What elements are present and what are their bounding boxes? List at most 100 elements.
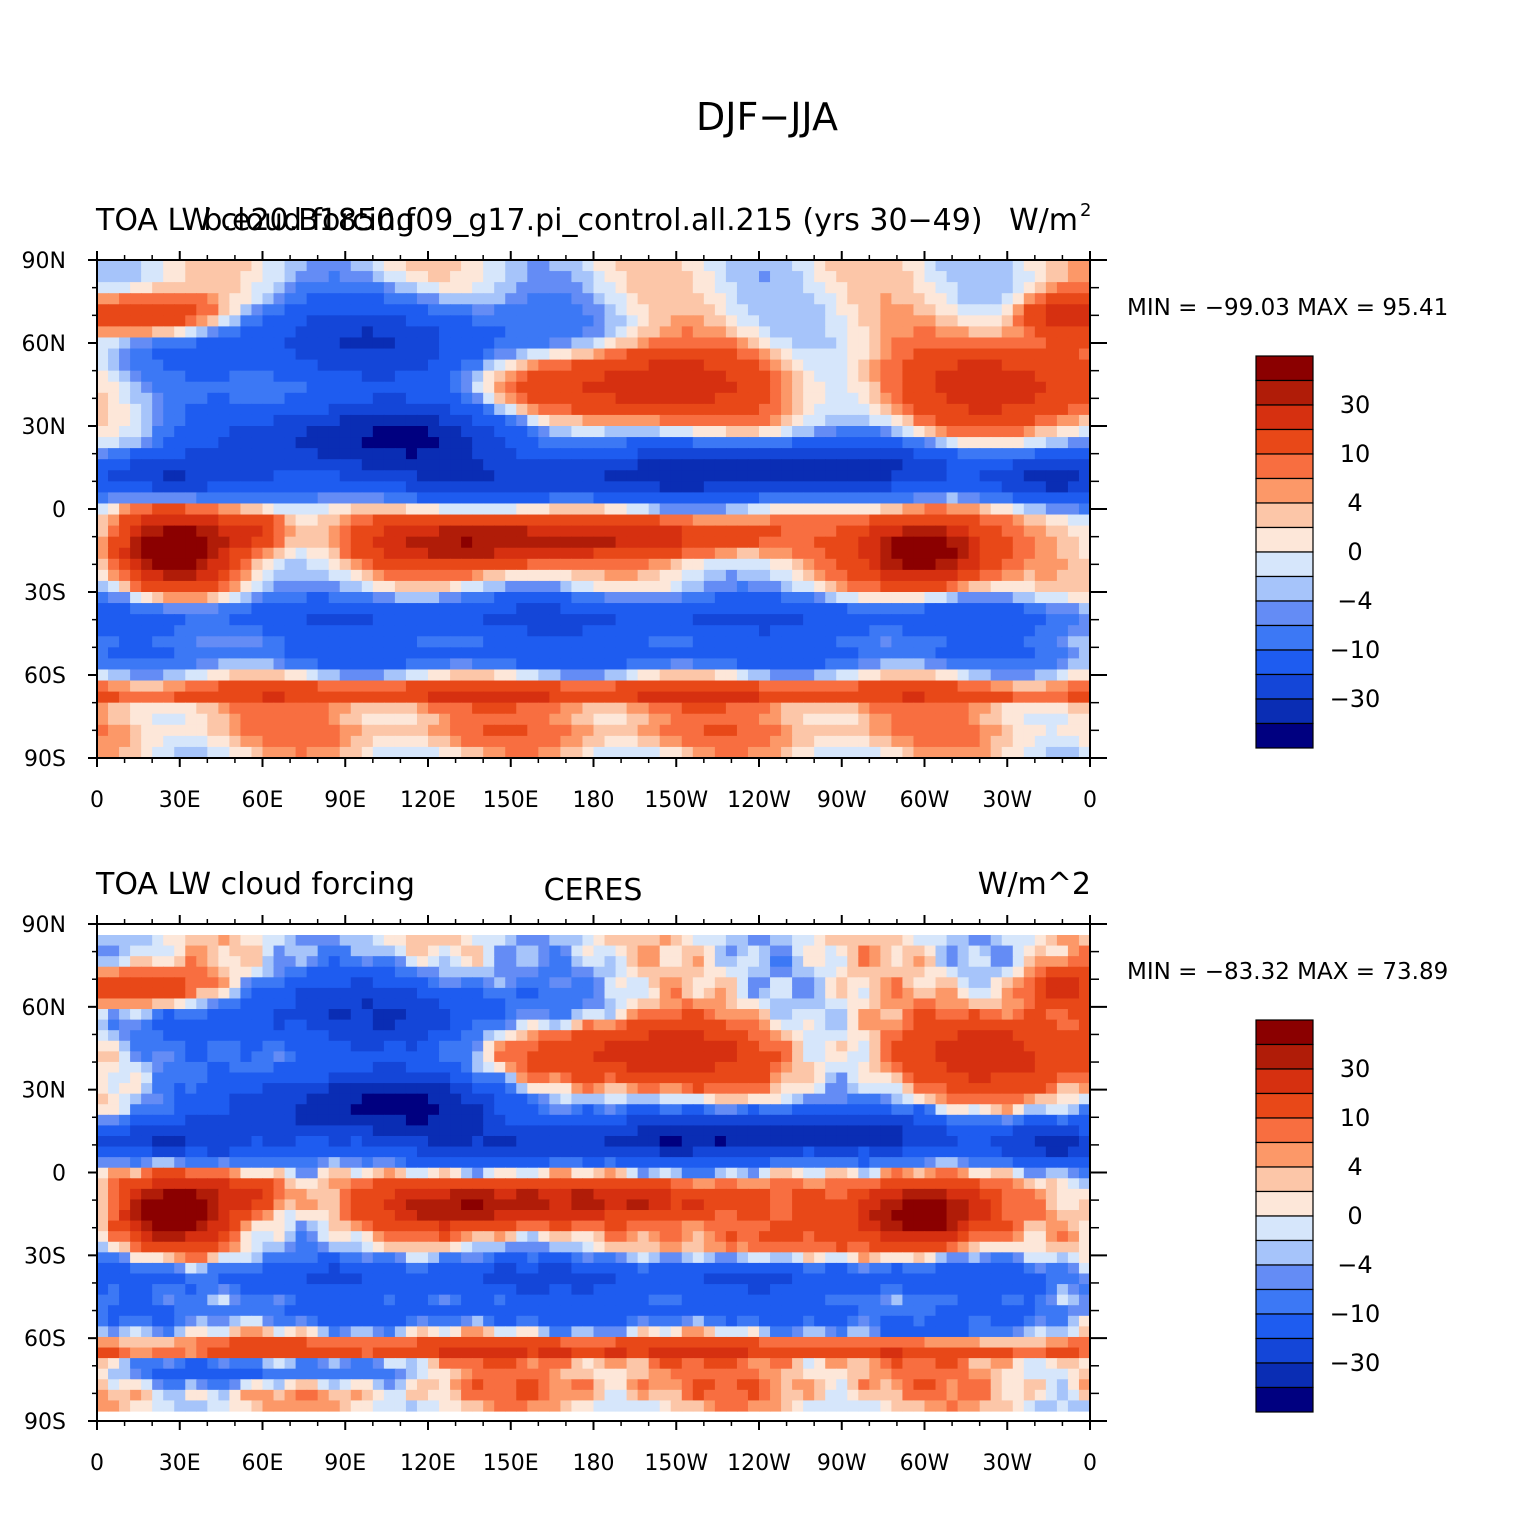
field-cell <box>229 998 242 1010</box>
field-cell <box>1056 658 1069 671</box>
field-cell <box>825 691 837 704</box>
field-cell <box>339 935 352 947</box>
field-cell <box>196 945 208 957</box>
field-cell <box>869 614 881 626</box>
colorbar-swatch <box>1255 722 1314 749</box>
field-cell <box>240 448 253 460</box>
field-cell <box>747 426 760 438</box>
field-cell <box>450 592 462 604</box>
field-cell <box>361 724 374 737</box>
field-cell <box>218 966 230 978</box>
field-cell <box>935 977 948 989</box>
field-cell <box>714 514 727 527</box>
field-cell <box>196 592 208 604</box>
field-cell <box>747 326 760 339</box>
field-cell <box>692 569 705 582</box>
field-cell <box>615 348 628 361</box>
field-cell <box>185 293 197 305</box>
field-cell <box>119 293 131 305</box>
field-cell <box>703 326 716 339</box>
field-cell <box>946 547 959 560</box>
field-cell <box>847 592 859 604</box>
field-cell <box>781 658 793 671</box>
field-cell <box>251 558 264 571</box>
field-cell <box>814 470 826 482</box>
field-cell <box>494 680 506 693</box>
field-cell <box>847 525 859 538</box>
field-cell <box>1067 392 1080 405</box>
field-cell <box>891 481 904 493</box>
field-cell <box>825 525 837 538</box>
field-cell <box>637 987 650 1000</box>
field-cell <box>814 592 826 604</box>
field-cell <box>648 625 661 637</box>
field-cell <box>637 536 650 549</box>
field-cell <box>714 1009 727 1021</box>
field-cell <box>251 448 264 460</box>
field-cell <box>251 337 264 350</box>
field-cell <box>924 966 937 978</box>
field-cell <box>1045 603 1058 615</box>
field-cell <box>494 359 506 372</box>
field-cell <box>196 503 208 516</box>
field-cell <box>803 370 815 383</box>
field-cell <box>1078 337 1091 350</box>
field-cell <box>703 304 716 316</box>
field-cell <box>152 481 164 493</box>
field-cell <box>714 702 727 715</box>
field-cell <box>1078 945 1091 957</box>
field-cell <box>494 724 506 737</box>
field-cell <box>703 359 716 372</box>
field-cell <box>262 260 275 272</box>
field-cell <box>615 658 628 671</box>
field-cell <box>163 558 175 571</box>
field-cell <box>814 282 826 294</box>
field-cell <box>108 625 120 637</box>
field-cell <box>626 426 639 438</box>
field-cell <box>759 547 771 560</box>
field-cell <box>615 966 628 978</box>
field-cell <box>637 702 650 715</box>
field-cell <box>108 503 120 516</box>
field-cell <box>935 414 948 427</box>
field-cell <box>119 459 131 471</box>
field-cell <box>428 636 440 648</box>
field-cell <box>1001 680 1014 693</box>
field-cell <box>439 392 451 405</box>
field-cell <box>681 315 694 327</box>
field-cell <box>747 702 760 715</box>
field-cell <box>494 304 506 316</box>
field-cell <box>637 492 650 505</box>
field-cell <box>604 547 617 560</box>
field-cell <box>869 481 881 493</box>
field-cell <box>604 370 617 383</box>
field-cell <box>593 260 606 272</box>
field-cell <box>1078 977 1091 989</box>
field-cell <box>218 580 230 593</box>
field-cell <box>240 315 253 327</box>
colorbar-swatch <box>1255 428 1314 455</box>
field-cell <box>152 381 164 394</box>
field-cell <box>560 647 573 659</box>
field-cell <box>648 956 661 968</box>
field-cell <box>880 724 892 737</box>
field-cell <box>461 392 473 405</box>
field-cell <box>428 691 440 704</box>
field-cell <box>703 669 716 682</box>
field-cell <box>714 293 727 305</box>
field-cell <box>483 1019 495 1031</box>
field-cell <box>626 713 639 726</box>
field-cell <box>339 680 352 693</box>
field-cell <box>1056 503 1069 516</box>
field-cell <box>968 966 981 978</box>
field-cell <box>869 426 881 438</box>
field-cell <box>626 998 639 1010</box>
field-cell <box>306 724 319 737</box>
field-cell <box>174 680 186 693</box>
field-cell <box>229 592 242 604</box>
field-cell <box>516 558 528 571</box>
field-cell <box>792 381 804 394</box>
field-cell <box>604 337 617 350</box>
field-cell <box>1045 293 1058 305</box>
field-cell <box>119 271 131 283</box>
